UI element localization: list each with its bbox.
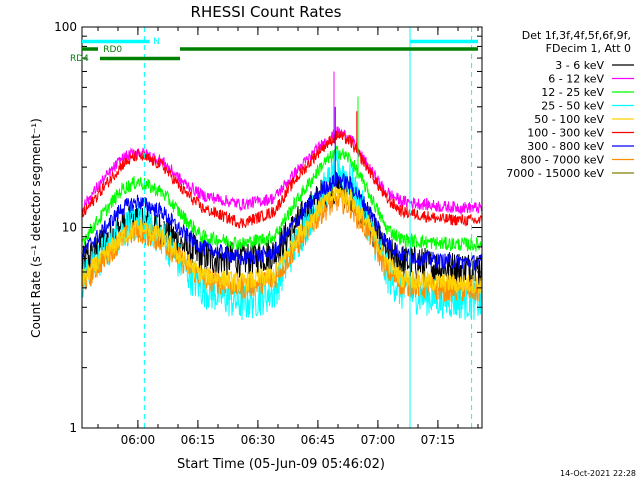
legend-label-6-12-kev: 6 - 12 keV	[548, 73, 604, 86]
footer-timestamp: 14-Oct-2021 22:28	[560, 469, 636, 478]
x-tick-label-06:30: 06:30	[241, 433, 276, 447]
legend-label-300-800-kev: 300 - 800 keV	[527, 140, 604, 153]
flag-bars: N RD0 RD4	[70, 37, 478, 64]
legend-label-100-300-kev: 100 - 300 keV	[527, 127, 604, 140]
series-line-100-300-kev	[81, 130, 483, 229]
flag-label-rd4: RD4	[70, 54, 89, 64]
legend-label-12-25-kev: 12 - 25 keV	[541, 86, 604, 99]
x-tick-label-07:00: 07:00	[361, 433, 396, 447]
legend: Det 1f,3f,4f,5f,6f,9f, FDecim 1, Att 0 3…	[506, 29, 634, 180]
legend-header-line-1: Det 1f,3f,4f,5f,6f,9f,	[522, 29, 631, 42]
legend-label-7000-15000-kev: 7000 - 15000 keV	[506, 167, 604, 180]
series-line-12-25-kev	[81, 145, 483, 252]
legend-header-line-2: FDecim 1, Att 0	[546, 42, 631, 55]
series-line-300-800-kev	[81, 172, 483, 272]
y-axis-label: Count Rate (s⁻¹ detector segment⁻¹)	[29, 118, 43, 338]
y-tick-label-1: 1	[69, 421, 77, 435]
legend-label-50-100-kev: 50 - 100 keV	[534, 113, 604, 126]
legend-label-3-6-kev: 3 - 6 keV	[555, 59, 604, 72]
legend-label-25-50-kev: 25 - 50 keV	[541, 100, 604, 113]
chart-title: RHESSI Count Rates	[191, 3, 342, 21]
x-tick-label-07:15: 07:15	[421, 433, 456, 447]
legend-label-800-7000-kev: 800 - 7000 keV	[520, 154, 604, 167]
flag-label-rd0: RD0	[103, 45, 122, 55]
series-line-800-7000-kev	[81, 188, 483, 302]
x-tick-label-06:15: 06:15	[181, 433, 216, 447]
y-tick-label-10: 10	[62, 221, 77, 235]
series-line-50-100-kev	[81, 184, 483, 295]
x-tick-label-06:00: 06:00	[121, 433, 156, 447]
y-tick-label-100: 100	[54, 20, 77, 34]
x-tick-label-06:45: 06:45	[301, 433, 336, 447]
x-axis-label: Start Time (05-Jun-09 05:46:02)	[177, 457, 385, 472]
axis-ticks: 1 10 100 06:00 06:15 06:30 06:45 07:00 07:15	[54, 20, 482, 447]
flag-label-n: N	[153, 37, 160, 47]
plot-area	[81, 27, 483, 428]
